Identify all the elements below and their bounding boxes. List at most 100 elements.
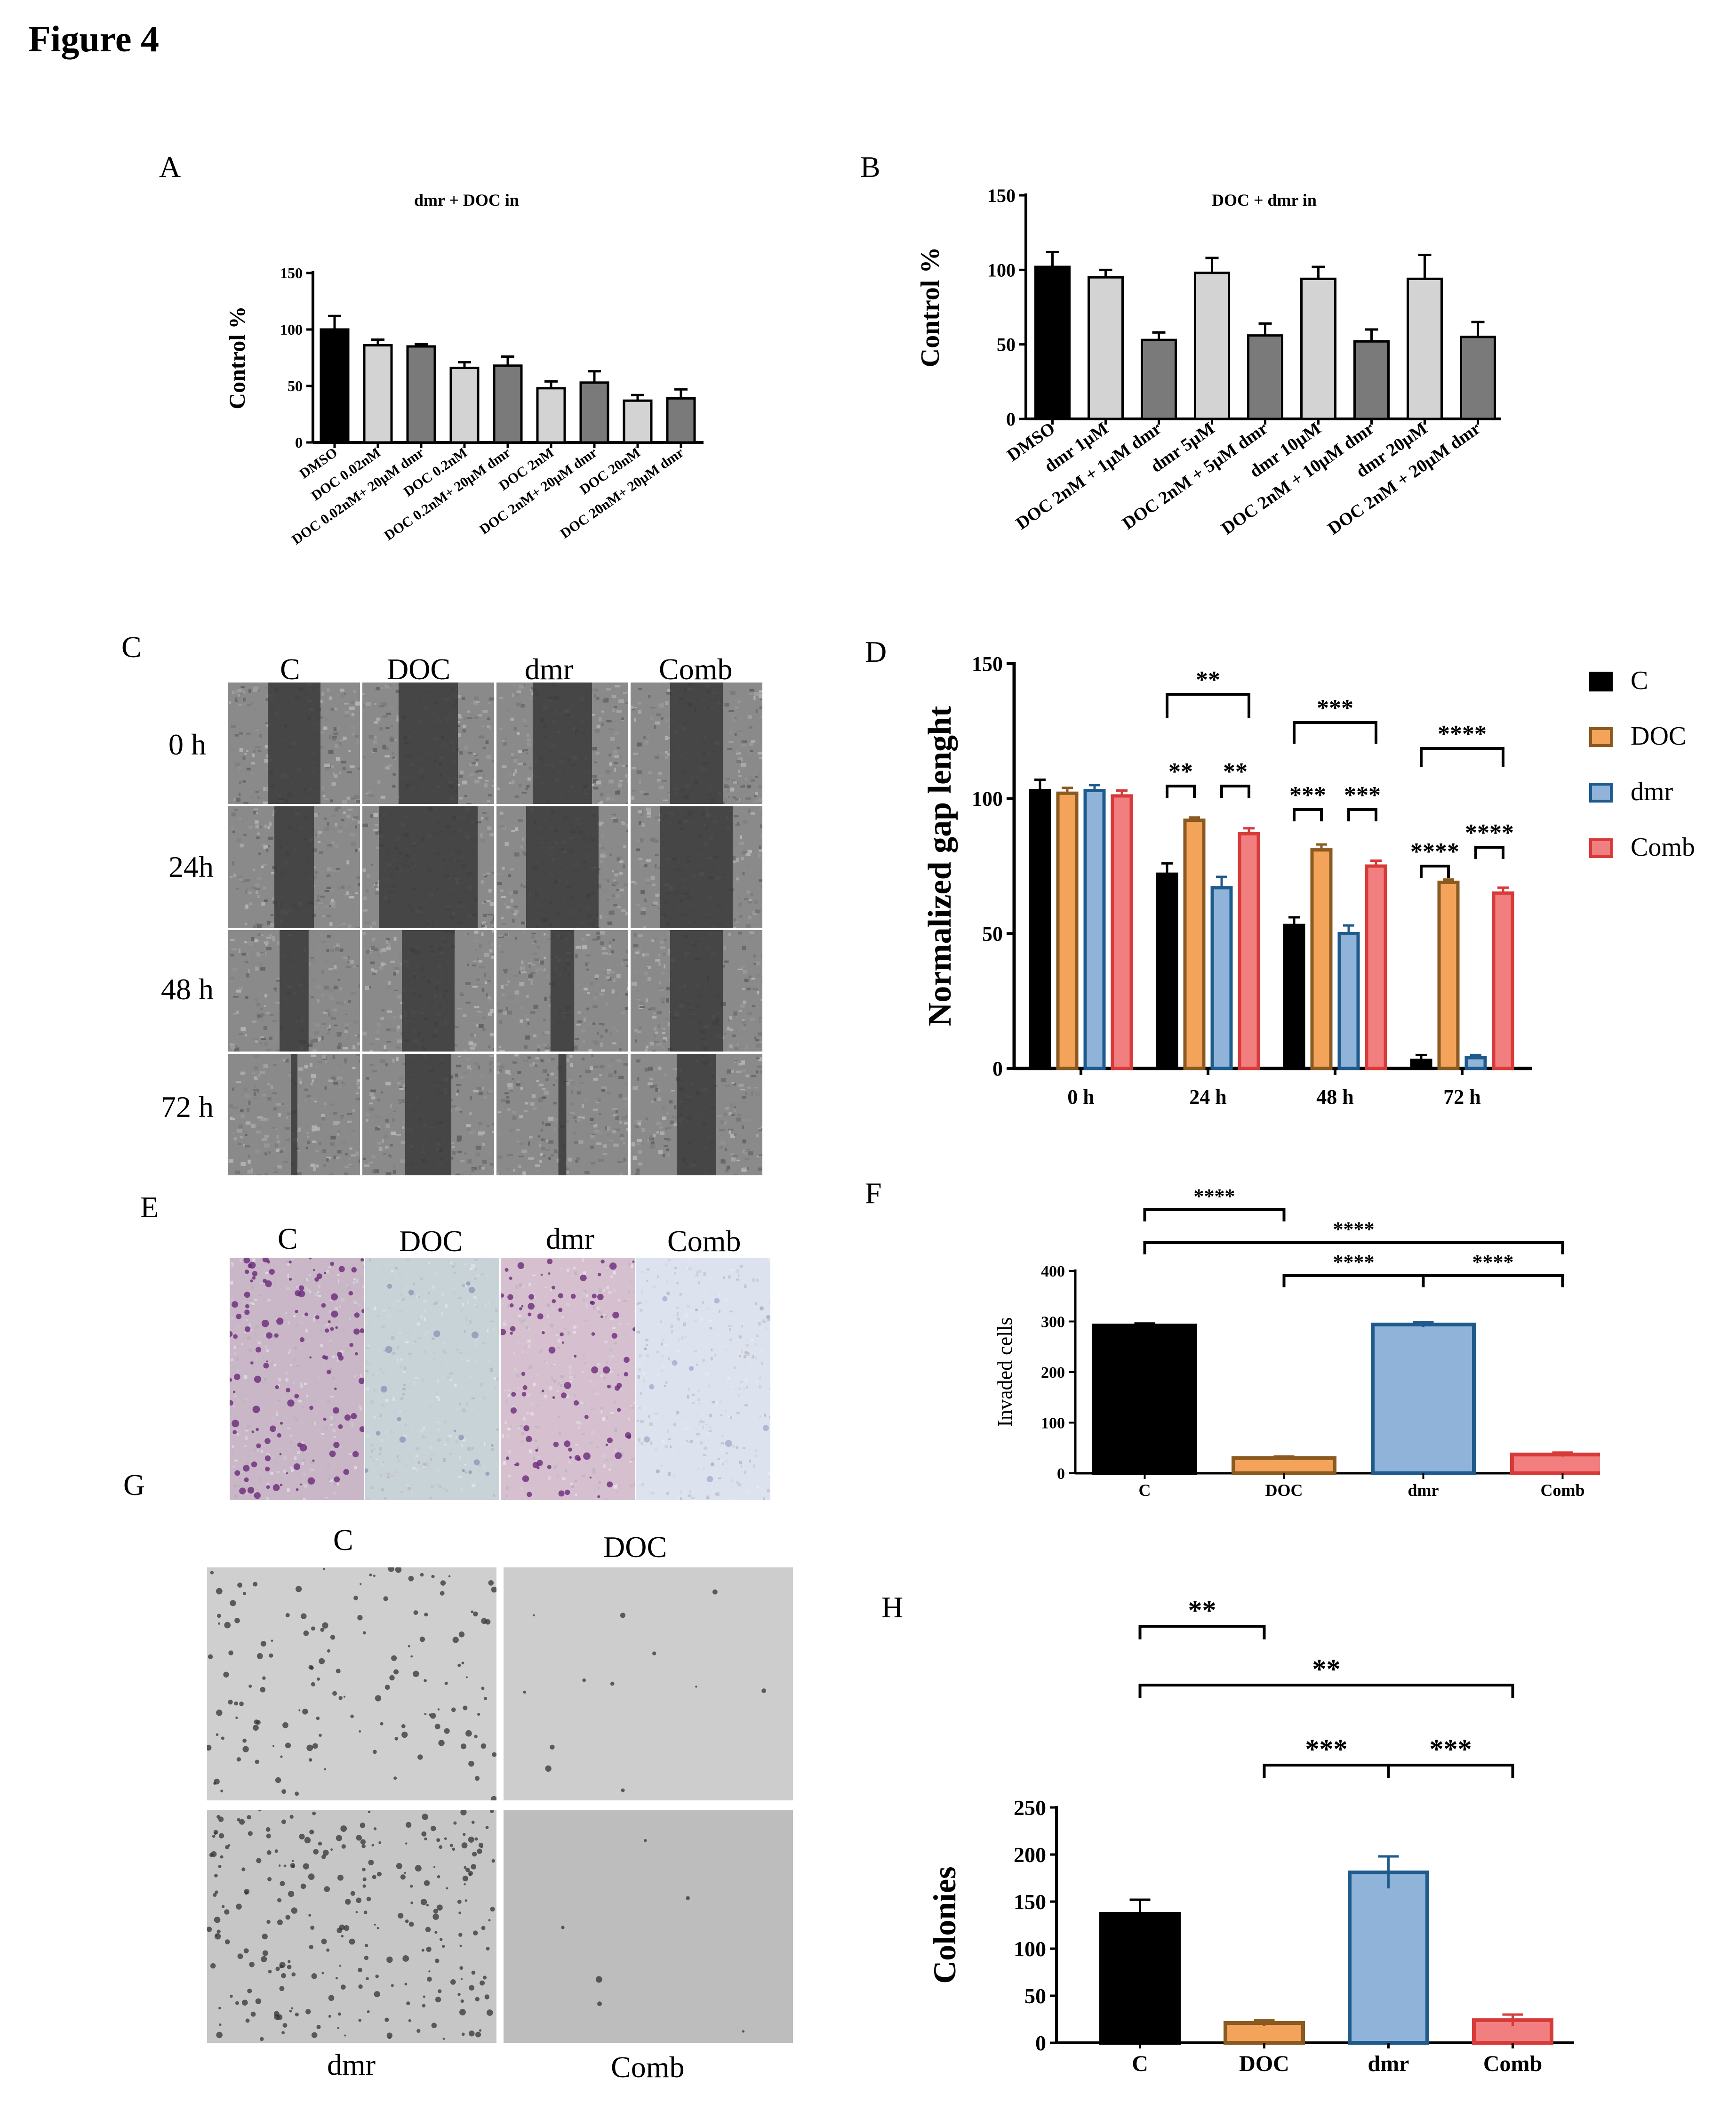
- texture: [596, 1098, 601, 1102]
- texture: [759, 694, 762, 699]
- texture: [583, 1298, 585, 1302]
- texture: [759, 757, 762, 759]
- stained-cell: [232, 1420, 240, 1428]
- texture: [658, 981, 661, 985]
- texture: [517, 763, 523, 765]
- texture: [337, 1035, 342, 1037]
- texture: [601, 1453, 604, 1454]
- texture: [531, 935, 535, 939]
- texture: [290, 1441, 292, 1444]
- texture: [667, 949, 672, 954]
- texture: [473, 1089, 479, 1092]
- texture: [460, 1309, 463, 1312]
- texture: [594, 1392, 598, 1396]
- texture: [486, 1274, 488, 1278]
- texture: [365, 1497, 369, 1500]
- texture: [554, 1079, 558, 1083]
- texture: [654, 755, 660, 759]
- texture: [466, 1127, 471, 1131]
- stained-cell: [248, 1261, 256, 1269]
- texture: [493, 779, 494, 782]
- texture: [240, 1493, 243, 1497]
- texture: [760, 980, 762, 983]
- texture: [736, 976, 739, 979]
- texture: [336, 1359, 339, 1362]
- texture: [608, 1073, 613, 1077]
- texture: [333, 1155, 337, 1159]
- texture: [730, 787, 735, 792]
- texture: [542, 1121, 544, 1125]
- texture: [467, 1447, 471, 1451]
- texture: [607, 1416, 608, 1419]
- bar: [536, 387, 566, 444]
- texture: [517, 690, 521, 693]
- texture: [455, 1476, 457, 1480]
- stained-cell: [551, 1285, 555, 1290]
- texture: [621, 822, 625, 826]
- bar-comb: [1510, 1453, 1600, 1475]
- texture: [324, 797, 329, 800]
- texture: [743, 1149, 745, 1154]
- d-72h-all-stars: ****: [1438, 721, 1487, 747]
- texture: [297, 1127, 301, 1132]
- texture: [653, 1133, 656, 1138]
- texture: [237, 1432, 239, 1436]
- texture: [501, 814, 504, 818]
- texture: [309, 1258, 311, 1262]
- texture: [628, 1291, 631, 1294]
- texture: [608, 779, 614, 784]
- texture: [498, 935, 503, 937]
- scratch-image-r3-c3: [631, 1054, 762, 1175]
- texture: [263, 787, 266, 791]
- texture: [602, 1417, 606, 1421]
- texture: [378, 1147, 383, 1151]
- texture: [328, 735, 331, 739]
- texture: [755, 974, 761, 978]
- texture: [374, 886, 378, 888]
- texture: [594, 974, 599, 978]
- texture: [738, 1063, 743, 1066]
- texture: [311, 848, 317, 852]
- texture: [400, 1397, 403, 1400]
- texture: [380, 948, 383, 953]
- texture: [342, 800, 347, 804]
- texture: [572, 1357, 574, 1359]
- texture: [282, 1137, 288, 1140]
- texture: [358, 1159, 360, 1163]
- texture: [653, 1027, 657, 1031]
- texture: [592, 1383, 596, 1385]
- texture: [588, 1441, 592, 1444]
- texture: [597, 1363, 600, 1366]
- texture: [596, 1376, 598, 1378]
- texture: [239, 986, 243, 991]
- texture: [294, 1456, 297, 1460]
- texture: [390, 1155, 392, 1158]
- texture: [628, 1263, 631, 1266]
- texture: [580, 1401, 584, 1405]
- texture: [312, 875, 318, 879]
- texture: [602, 821, 605, 825]
- texture: [414, 1341, 416, 1342]
- texture: [431, 1453, 434, 1456]
- stained-cell: [313, 1269, 315, 1271]
- texture: [374, 1389, 376, 1393]
- texture: [491, 953, 494, 956]
- texture: [374, 970, 378, 973]
- texture: [426, 1462, 429, 1466]
- f-doc-dmr-stars: ****: [1333, 1251, 1375, 1274]
- texture: [281, 1148, 287, 1152]
- texture: [459, 1111, 463, 1113]
- texture: [233, 1137, 237, 1141]
- texture: [522, 763, 527, 765]
- texture: [330, 1025, 333, 1029]
- texture: [746, 1119, 752, 1122]
- texture: [557, 1339, 561, 1343]
- texture: [668, 725, 671, 728]
- texture: [492, 1494, 496, 1497]
- texture: [263, 1026, 267, 1030]
- texture: [340, 1350, 344, 1353]
- texture: [733, 1011, 737, 1016]
- stained-cell: [256, 1428, 259, 1431]
- texture: [510, 717, 514, 721]
